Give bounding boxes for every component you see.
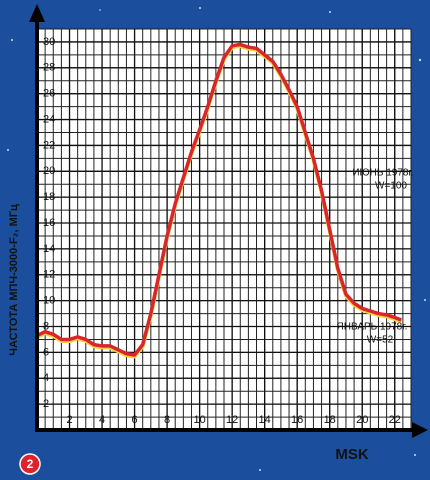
figure-number: 2: [27, 457, 34, 471]
marks: [36, 42, 402, 359]
line: [36, 42, 402, 357]
x-tick-label: 10: [193, 414, 205, 426]
x-tick-label: 6: [132, 414, 138, 426]
y-tick-label: 16: [43, 217, 55, 229]
x-tick-label: 16: [291, 414, 303, 426]
y-tick-label: 28: [43, 62, 55, 74]
y-tick-label: 10: [43, 295, 55, 307]
x-tick-label: 8: [164, 414, 170, 426]
y-axis-label: ЧАСТОТА МПЧ-3000-F₂, МГц: [8, 204, 20, 356]
annotation: ЯНВАРЬ 1978г.: [337, 322, 408, 333]
grid: [37, 28, 412, 430]
y-tick-label: 12: [43, 269, 55, 281]
y-tick-label: 20: [43, 165, 55, 177]
stars: [7, 7, 426, 471]
y-tick-label: 6: [43, 346, 49, 358]
y-tick-label: 26: [43, 88, 55, 100]
y-tick-label: 24: [43, 113, 55, 125]
x-tick-label: 20: [356, 414, 368, 426]
x-tick-label: 14: [259, 414, 271, 426]
y-tick-label: 18: [43, 191, 55, 203]
x-tick-label: 12: [226, 414, 238, 426]
x-tick-label: 2: [66, 414, 72, 426]
y-tick-label: 22: [43, 139, 55, 151]
x-tick-label: 22: [389, 414, 401, 426]
annotation: W=100: [375, 181, 407, 192]
y-tick-label: 2: [43, 398, 49, 410]
annotation: W=52: [367, 335, 394, 346]
annotation: ИЮНЬ 1978г.: [352, 168, 413, 179]
y-axis-arrow: [29, 4, 45, 22]
x-axis-arrow: [412, 422, 428, 438]
y-tick-label: 30: [43, 36, 55, 48]
y-tick-label: 4: [43, 372, 49, 384]
y-tick-label: 14: [43, 243, 55, 255]
axes: [29, 4, 428, 438]
x-tick-label: 18: [324, 414, 336, 426]
x-tick-label: 4: [99, 414, 105, 426]
x-axis-label: MSK: [335, 446, 369, 463]
figure-badge: [19, 453, 41, 475]
y-tick-label: 8: [43, 320, 49, 332]
